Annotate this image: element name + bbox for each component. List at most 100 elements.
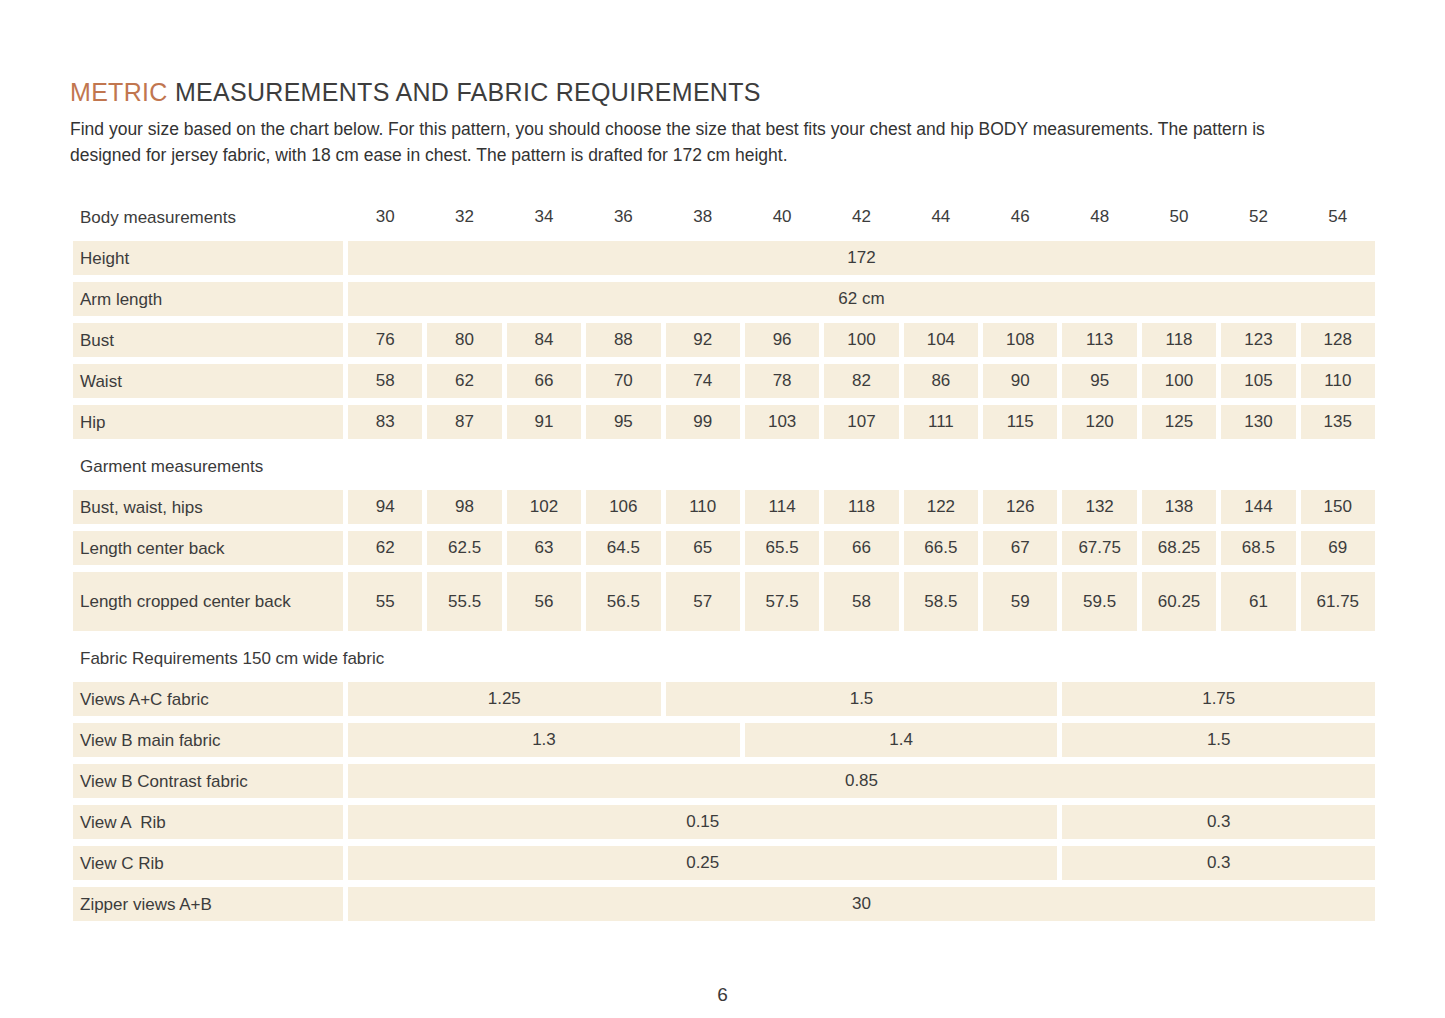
row-label-text: Arm length — [80, 288, 162, 311]
column-header-label-text: Body measurements — [80, 206, 236, 229]
value-cell-merged: 0.3 — [1062, 805, 1375, 839]
row-label-text: Zipper views A+B — [80, 893, 212, 916]
value-cell-merged: 0.3 — [1062, 846, 1375, 880]
size-column-header: 46 — [983, 200, 1057, 234]
value-cell: 74 — [666, 364, 740, 398]
value-cell: 122 — [904, 490, 978, 524]
row-label: View B Contrast fabric — [73, 764, 343, 798]
row-label: Hip — [73, 405, 343, 439]
document-page: METRIC MEASUREMENTS AND FABRIC REQUIREME… — [0, 0, 1445, 1018]
section-header: Garment measurements — [73, 446, 1375, 483]
section-header: Fabric Requirements 150 cm wide fabric — [73, 638, 1375, 675]
value-cell-merged: 172 — [348, 241, 1375, 275]
row-label: Bust — [73, 323, 343, 357]
value-cell: 130 — [1221, 405, 1295, 439]
value-cell: 56 — [507, 572, 581, 631]
row-label: Waist — [73, 364, 343, 398]
value-cell: 83 — [348, 405, 422, 439]
value-cell-merged: 1.75 — [1062, 682, 1375, 716]
value-cell: 68.5 — [1221, 531, 1295, 565]
value-cell: 132 — [1062, 490, 1136, 524]
row-label-text: Height — [80, 247, 129, 270]
value-cell: 106 — [586, 490, 660, 524]
size-column-header: 54 — [1301, 200, 1375, 234]
value-cell: 144 — [1221, 490, 1295, 524]
value-cell: 58 — [348, 364, 422, 398]
value-cell: 98 — [427, 490, 501, 524]
page-title-rest: MEASUREMENTS AND FABRIC REQUIREMENTS — [168, 78, 761, 106]
size-column-header: 32 — [427, 200, 501, 234]
size-column-header: 44 — [904, 200, 978, 234]
value-cell: 135 — [1301, 405, 1375, 439]
value-cell: 66.5 — [904, 531, 978, 565]
row-label: Height — [73, 241, 343, 275]
value-cell: 99 — [666, 405, 740, 439]
value-cell: 66 — [824, 531, 898, 565]
value-cell: 107 — [824, 405, 898, 439]
value-cell: 82 — [824, 364, 898, 398]
page-number: 6 — [0, 984, 1445, 1006]
value-cell: 84 — [507, 323, 581, 357]
row-label-text: Bust, waist, hips — [80, 496, 203, 519]
value-cell-merged: 30 — [348, 887, 1375, 921]
value-cell: 58 — [824, 572, 898, 631]
value-cell: 61.75 — [1301, 572, 1375, 631]
value-cell: 92 — [666, 323, 740, 357]
row-label-text: View B Contrast fabric — [80, 770, 248, 793]
measurements-table: Body measurements30323436384042444648505… — [73, 200, 1375, 921]
row-label: Bust, waist, hips — [73, 490, 343, 524]
value-cell: 65.5 — [745, 531, 819, 565]
row-label: Views A+C fabric — [73, 682, 343, 716]
value-cell: 105 — [1221, 364, 1295, 398]
value-cell-merged: 0.15 — [348, 805, 1057, 839]
row-label-text: Bust — [80, 329, 114, 352]
value-cell: 61 — [1221, 572, 1295, 631]
value-cell: 95 — [586, 405, 660, 439]
row-label-text: Length center back — [80, 537, 225, 560]
value-cell-merged: 0.85 — [348, 764, 1375, 798]
value-cell: 59 — [983, 572, 1057, 631]
value-cell-merged: 1.4 — [745, 723, 1058, 757]
value-cell: 150 — [1301, 490, 1375, 524]
value-cell: 100 — [1142, 364, 1216, 398]
value-cell: 63 — [507, 531, 581, 565]
value-cell: 58.5 — [904, 572, 978, 631]
value-cell: 138 — [1142, 490, 1216, 524]
intro-paragraph: Find your size based on the chart below.… — [70, 116, 1290, 168]
value-cell: 95 — [1062, 364, 1136, 398]
value-cell: 64.5 — [586, 531, 660, 565]
size-column-header: 38 — [666, 200, 740, 234]
value-cell-merged: 0.25 — [348, 846, 1057, 880]
section-header-text: Fabric Requirements 150 cm wide fabric — [80, 649, 384, 669]
value-cell: 62 — [427, 364, 501, 398]
page-title: METRIC MEASUREMENTS AND FABRIC REQUIREME… — [70, 78, 1375, 107]
value-cell: 69 — [1301, 531, 1375, 565]
value-cell: 88 — [586, 323, 660, 357]
value-cell: 128 — [1301, 323, 1375, 357]
size-column-header: 40 — [745, 200, 819, 234]
value-cell: 70 — [586, 364, 660, 398]
value-cell: 86 — [904, 364, 978, 398]
value-cell-merged: 1.25 — [348, 682, 661, 716]
value-cell: 108 — [983, 323, 1057, 357]
row-label: Length cropped center back — [73, 572, 343, 631]
size-column-header: 50 — [1142, 200, 1216, 234]
value-cell: 76 — [348, 323, 422, 357]
value-cell: 115 — [983, 405, 1057, 439]
value-cell: 110 — [666, 490, 740, 524]
value-cell: 62.5 — [427, 531, 501, 565]
size-column-header: 42 — [824, 200, 898, 234]
value-cell: 102 — [507, 490, 581, 524]
value-cell: 91 — [507, 405, 581, 439]
row-label: View B main fabric — [73, 723, 343, 757]
value-cell: 87 — [427, 405, 501, 439]
value-cell: 94 — [348, 490, 422, 524]
value-cell-merged: 62 cm — [348, 282, 1375, 316]
value-cell: 113 — [1062, 323, 1136, 357]
value-cell: 78 — [745, 364, 819, 398]
value-cell: 57.5 — [745, 572, 819, 631]
row-label: View C Rib — [73, 846, 343, 880]
size-column-header: 48 — [1062, 200, 1136, 234]
value-cell: 100 — [824, 323, 898, 357]
column-header-label: Body measurements — [73, 200, 343, 234]
